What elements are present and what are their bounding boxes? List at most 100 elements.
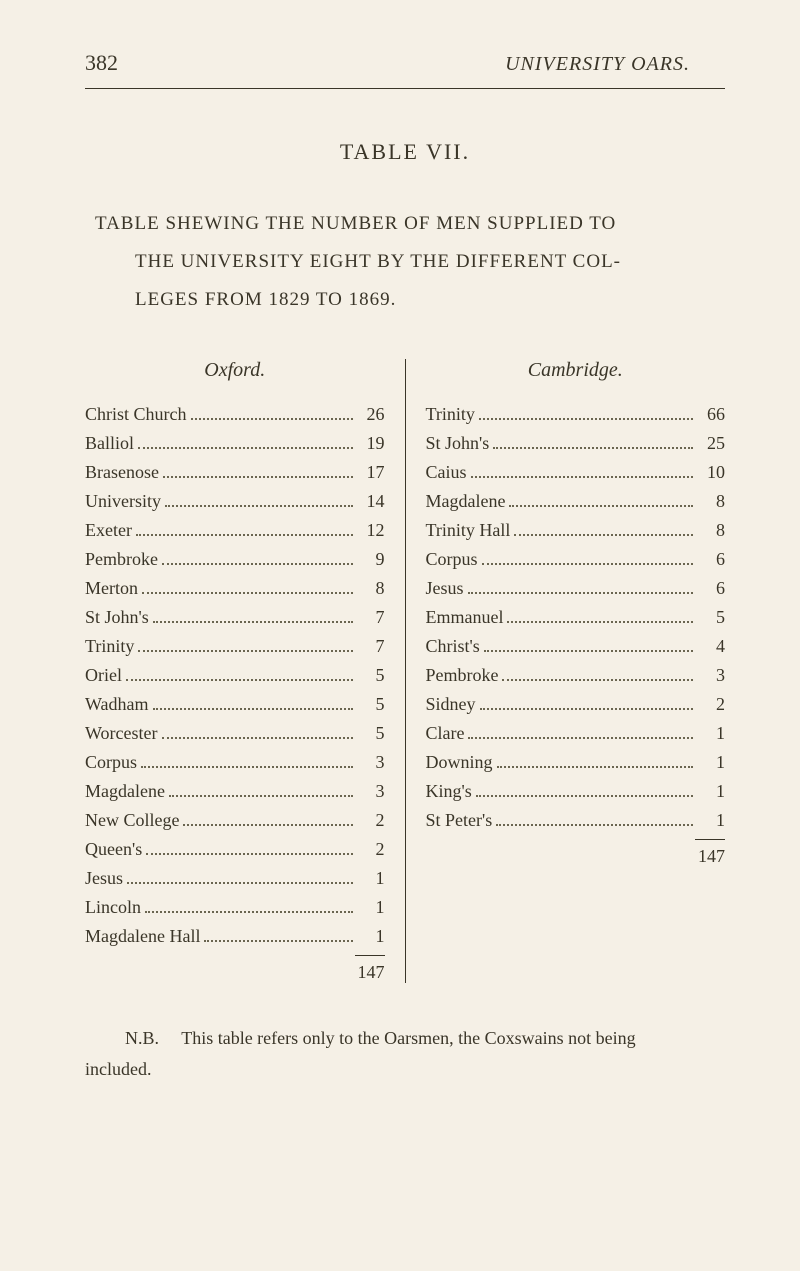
table-row: Trinity7 bbox=[85, 636, 385, 657]
table-row: Worcester 5 bbox=[85, 723, 385, 744]
entry-value: 25 bbox=[697, 433, 725, 454]
entry-value: 1 bbox=[357, 897, 385, 918]
table-row: Exeter 12 bbox=[85, 520, 385, 541]
oxford-column: Oxford. Christ Church26Balliol19Brasenos… bbox=[85, 359, 405, 983]
entry-value: 1 bbox=[357, 926, 385, 947]
table-row: Corpus 6 bbox=[426, 549, 726, 570]
table-row: Trinity66 bbox=[426, 404, 726, 425]
table-row: Magdalene 8 bbox=[426, 491, 726, 512]
leader-dots bbox=[496, 824, 693, 826]
entry-value: 66 bbox=[697, 404, 725, 425]
cambridge-total-rule bbox=[695, 839, 725, 840]
leader-dots bbox=[162, 563, 353, 565]
entry-label: Corpus bbox=[426, 549, 478, 570]
entry-label: Magdalene Hall bbox=[85, 926, 200, 947]
table-row: Pembroke3 bbox=[426, 665, 726, 686]
entry-label: Downing bbox=[426, 752, 493, 773]
leader-dots bbox=[136, 534, 353, 536]
table-row: Christ's4 bbox=[426, 636, 726, 657]
table-row: University14 bbox=[85, 491, 385, 512]
entry-label: Jesus bbox=[426, 578, 464, 599]
table-row: Wadham 5 bbox=[85, 694, 385, 715]
cambridge-items: Trinity66St John's25Caius10Magdalene8Tri… bbox=[426, 404, 726, 831]
leader-dots bbox=[142, 592, 353, 594]
entry-value: 5 bbox=[357, 665, 385, 686]
entry-value: 12 bbox=[357, 520, 385, 541]
table-row: Emmanuel5 bbox=[426, 607, 726, 628]
entry-value: 5 bbox=[357, 694, 385, 715]
entry-label: Wadham bbox=[85, 694, 149, 715]
entry-label: Sidney bbox=[426, 694, 476, 715]
leader-dots bbox=[146, 853, 352, 855]
leader-dots bbox=[479, 418, 693, 420]
leader-dots bbox=[127, 882, 352, 884]
table-row: King's 1 bbox=[426, 781, 726, 802]
entry-label: Merton bbox=[85, 578, 138, 599]
table-row: Downing 1 bbox=[426, 752, 726, 773]
oxford-header: Oxford. bbox=[85, 359, 385, 382]
table-row: Queen's2 bbox=[85, 839, 385, 860]
entry-value: 8 bbox=[357, 578, 385, 599]
entry-value: 7 bbox=[357, 607, 385, 628]
entry-value: 6 bbox=[697, 549, 725, 570]
leader-dots bbox=[484, 650, 693, 652]
table-row: Christ Church26 bbox=[85, 404, 385, 425]
table-row: St John's 7 bbox=[85, 607, 385, 628]
leader-dots bbox=[514, 534, 693, 536]
entry-label: St John's bbox=[85, 607, 149, 628]
leader-dots bbox=[138, 447, 353, 449]
entry-label: St Peter's bbox=[426, 810, 493, 831]
entry-value: 1 bbox=[697, 723, 725, 744]
table-row: Oriel5 bbox=[85, 665, 385, 686]
footnote-prefix: N.B. bbox=[85, 1028, 159, 1048]
leader-dots bbox=[153, 621, 353, 623]
leader-dots bbox=[163, 476, 353, 478]
entry-label: Trinity bbox=[85, 636, 134, 657]
entry-value: 1 bbox=[697, 752, 725, 773]
entry-label: Caius bbox=[426, 462, 467, 483]
table-row: Clare1 bbox=[426, 723, 726, 744]
leader-dots bbox=[165, 505, 353, 507]
table-row: Corpus 3 bbox=[85, 752, 385, 773]
leader-dots bbox=[482, 563, 693, 565]
cambridge-total: 147 bbox=[426, 846, 726, 867]
table-row: Jesus1 bbox=[85, 868, 385, 889]
oxford-total-rule bbox=[355, 955, 385, 956]
entry-value: 19 bbox=[357, 433, 385, 454]
leader-dots bbox=[468, 592, 693, 594]
entry-value: 17 bbox=[357, 462, 385, 483]
cambridge-header: Cambridge. bbox=[426, 359, 726, 382]
entry-label: Worcester bbox=[85, 723, 158, 744]
entry-label: King's bbox=[426, 781, 472, 802]
leader-dots bbox=[153, 708, 353, 710]
table-row: St John's25 bbox=[426, 433, 726, 454]
leader-dots bbox=[476, 795, 693, 797]
entry-value: 8 bbox=[697, 491, 725, 512]
entry-value: 1 bbox=[697, 781, 725, 802]
table-row: New College2 bbox=[85, 810, 385, 831]
entry-label: Magdalene bbox=[85, 781, 165, 802]
entry-label: Emmanuel bbox=[426, 607, 504, 628]
leader-dots bbox=[141, 766, 352, 768]
entry-label: Exeter bbox=[85, 520, 132, 541]
leader-dots bbox=[493, 447, 693, 449]
table-row: Brasenose 17 bbox=[85, 462, 385, 483]
leader-dots bbox=[191, 418, 353, 420]
table-description: TABLE SHEWING THE NUMBER OF MEN SUPPLIED… bbox=[85, 205, 725, 319]
leader-dots bbox=[471, 476, 693, 478]
description-line-3: LEGES FROM 1829 TO 1869. bbox=[95, 281, 725, 319]
leader-dots bbox=[507, 621, 693, 623]
entry-value: 3 bbox=[357, 752, 385, 773]
entry-label: Pembroke bbox=[85, 549, 158, 570]
entry-label: Brasenose bbox=[85, 462, 159, 483]
entry-label: Corpus bbox=[85, 752, 137, 773]
entry-value: 5 bbox=[357, 723, 385, 744]
leader-dots bbox=[169, 795, 353, 797]
entry-label: Magdalene bbox=[426, 491, 506, 512]
leader-dots bbox=[145, 911, 353, 913]
entry-label: University bbox=[85, 491, 161, 512]
leader-dots bbox=[480, 708, 693, 710]
leader-dots bbox=[497, 766, 694, 768]
description-line-2: THE UNIVERSITY EIGHT BY THE DIFFERENT CO… bbox=[95, 243, 725, 281]
oxford-items: Christ Church26Balliol19Brasenose17Unive… bbox=[85, 404, 385, 947]
